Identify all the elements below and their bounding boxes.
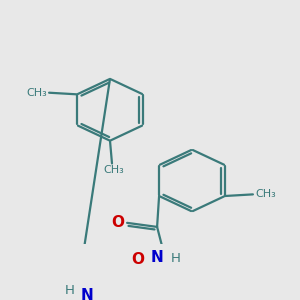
- Text: O: O: [111, 215, 124, 230]
- Text: CH₃: CH₃: [26, 88, 47, 98]
- Text: H: H: [65, 284, 75, 297]
- Text: CH₃: CH₃: [103, 165, 124, 175]
- Text: N: N: [150, 250, 163, 265]
- Text: H: H: [171, 252, 181, 265]
- Text: O: O: [131, 252, 144, 267]
- Text: N: N: [81, 288, 94, 300]
- Text: CH₃: CH₃: [255, 189, 276, 200]
